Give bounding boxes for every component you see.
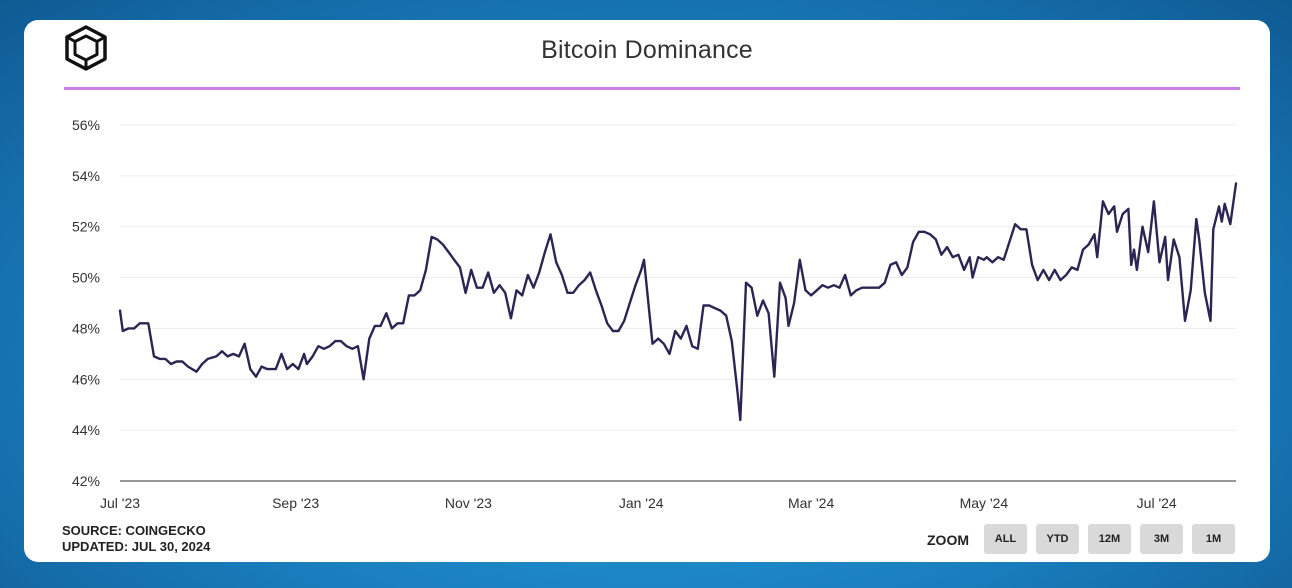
y-axis-ticks: 42% 44% 46% 48% 50% 52% 54% 56% (72, 117, 100, 489)
zoom-3m-button[interactable]: 3M (1140, 524, 1183, 554)
zoom-label: ZOOM (927, 532, 969, 548)
x-tick-label: Jul '23 (100, 495, 140, 511)
x-tick-label: Nov '23 (445, 495, 492, 511)
x-tick-label: Sep '23 (272, 495, 319, 511)
zoom-all-button[interactable]: ALL (984, 524, 1027, 554)
y-tick-label: 46% (72, 371, 100, 387)
x-axis-ticks: Jul '23 Sep '23 Nov '23 Jan '24 Mar '24 May '… (100, 495, 1177, 511)
zoom-ytd-button[interactable]: YTD (1036, 524, 1079, 554)
line-chart: 42% 44% 46% 48% 50% 52% 54% 56% Jul '23 Sep '23 N… (72, 117, 1238, 511)
series-line-bitcoin-dominance (118, 182, 1238, 422)
y-tick-label: 56% (72, 117, 100, 133)
y-tick-label: 48% (72, 320, 100, 336)
title-divider (64, 87, 1240, 90)
zoom-1m-button[interactable]: 1M (1192, 524, 1235, 554)
y-tick-label: 52% (72, 219, 100, 235)
zoom-12m-button[interactable]: 12M (1088, 524, 1131, 554)
chart-card: Bitcoin Dominance 42% 44% 46% 48% 50% 52% 54% 5… (24, 20, 1270, 562)
x-tick-label: Jan '24 (619, 495, 664, 511)
y-tick-label: 42% (72, 473, 100, 489)
source-text: SOURCE: COINGECKO (62, 523, 206, 538)
source-info: SOURCE: COINGECKO UPDATED: JUL 30, 2024 (62, 523, 210, 555)
x-tick-label: Mar '24 (788, 495, 834, 511)
y-tick-label: 50% (72, 270, 100, 286)
x-tick-label: Jul '24 (1137, 495, 1177, 511)
updated-text: UPDATED: JUL 30, 2024 (62, 539, 211, 554)
cube-logo-icon (65, 25, 107, 71)
grid-lines (120, 124, 1236, 431)
chart-title: Bitcoin Dominance (541, 36, 753, 64)
y-tick-label: 54% (72, 168, 100, 184)
y-tick-label: 44% (72, 422, 100, 438)
x-tick-label: May '24 (960, 495, 1009, 511)
